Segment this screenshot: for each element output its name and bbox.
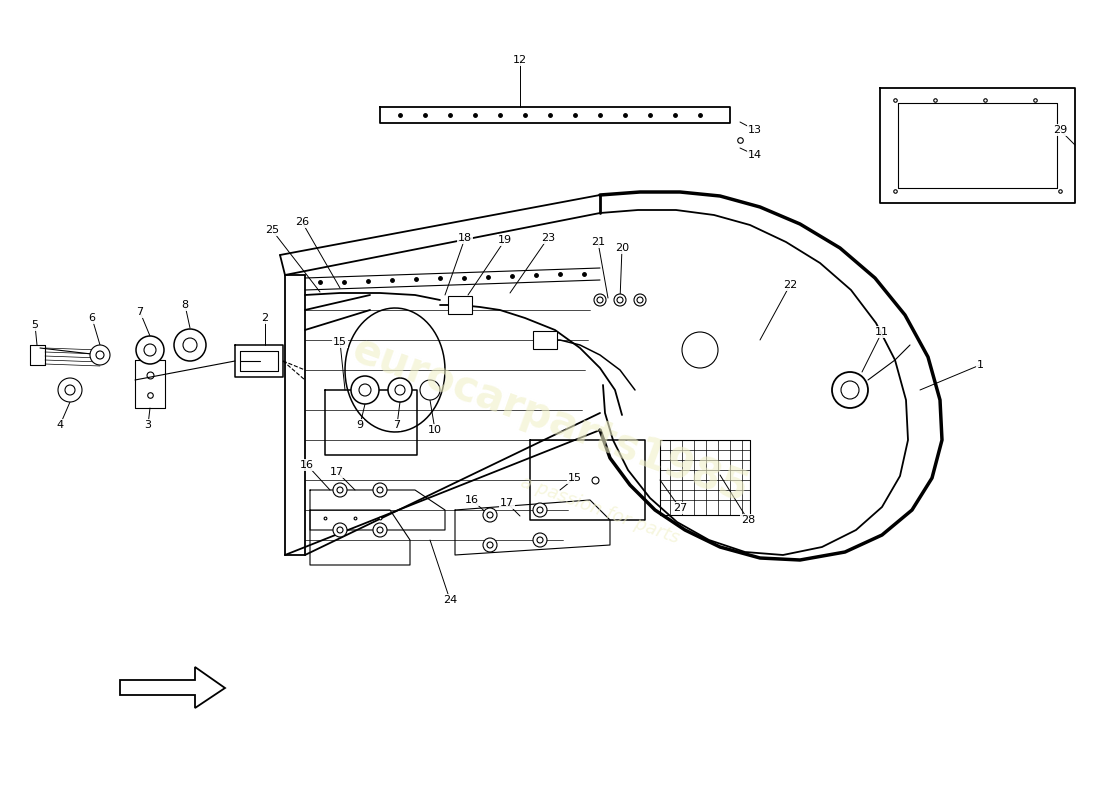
Text: 15: 15 xyxy=(333,337,346,347)
Text: eurocarparts1985: eurocarparts1985 xyxy=(346,329,754,511)
Text: 4: 4 xyxy=(56,420,64,430)
Circle shape xyxy=(351,376,380,404)
Text: 7: 7 xyxy=(394,420,400,430)
Text: 15: 15 xyxy=(568,473,582,483)
Circle shape xyxy=(373,483,387,497)
Text: 25: 25 xyxy=(265,225,279,235)
Text: 19: 19 xyxy=(498,235,513,245)
Text: 9: 9 xyxy=(356,420,364,430)
Circle shape xyxy=(359,384,371,396)
Text: 24: 24 xyxy=(443,595,458,605)
Text: 11: 11 xyxy=(874,327,889,337)
Text: 22: 22 xyxy=(783,280,798,290)
Text: 7: 7 xyxy=(136,307,144,317)
Bar xyxy=(534,331,557,349)
Circle shape xyxy=(594,294,606,306)
Circle shape xyxy=(537,507,543,513)
Text: 29: 29 xyxy=(1053,125,1067,135)
Text: 3: 3 xyxy=(144,420,152,430)
Circle shape xyxy=(617,297,623,303)
Text: 26: 26 xyxy=(295,217,309,227)
Text: 5: 5 xyxy=(32,320,39,330)
Circle shape xyxy=(420,380,440,400)
Text: 27: 27 xyxy=(673,503,688,513)
Text: 6: 6 xyxy=(88,313,96,323)
Circle shape xyxy=(333,523,346,537)
Text: 20: 20 xyxy=(615,243,629,253)
Circle shape xyxy=(487,542,493,548)
Circle shape xyxy=(483,538,497,552)
Circle shape xyxy=(337,487,343,493)
Circle shape xyxy=(90,345,110,365)
Circle shape xyxy=(614,294,626,306)
Circle shape xyxy=(534,533,547,547)
Text: 8: 8 xyxy=(182,300,188,310)
Circle shape xyxy=(377,487,383,493)
Circle shape xyxy=(537,537,543,543)
Circle shape xyxy=(842,381,859,399)
Circle shape xyxy=(96,351,104,359)
Text: 12: 12 xyxy=(513,55,527,65)
Circle shape xyxy=(832,372,868,408)
Text: 17: 17 xyxy=(330,467,344,477)
Circle shape xyxy=(65,385,75,395)
Circle shape xyxy=(144,344,156,356)
Bar xyxy=(448,296,472,314)
Circle shape xyxy=(682,332,718,368)
Circle shape xyxy=(483,508,497,522)
Text: 23: 23 xyxy=(541,233,556,243)
Text: 2: 2 xyxy=(262,313,268,323)
Polygon shape xyxy=(120,667,226,708)
Circle shape xyxy=(377,527,383,533)
Circle shape xyxy=(58,378,82,402)
Text: 21: 21 xyxy=(591,237,605,247)
Circle shape xyxy=(373,523,387,537)
Circle shape xyxy=(534,503,547,517)
Text: 28: 28 xyxy=(741,515,755,525)
Circle shape xyxy=(136,336,164,364)
Text: 16: 16 xyxy=(300,460,313,470)
Text: 14: 14 xyxy=(748,150,762,160)
Text: 10: 10 xyxy=(428,425,442,435)
Circle shape xyxy=(395,385,405,395)
Text: 17: 17 xyxy=(499,498,514,508)
Text: 1: 1 xyxy=(977,360,983,370)
Circle shape xyxy=(634,294,646,306)
Text: 13: 13 xyxy=(748,125,762,135)
Circle shape xyxy=(388,378,412,402)
Circle shape xyxy=(597,297,603,303)
Text: 16: 16 xyxy=(465,495,478,505)
Circle shape xyxy=(333,483,346,497)
Text: a passion for parts: a passion for parts xyxy=(518,473,682,547)
Circle shape xyxy=(174,329,206,361)
Circle shape xyxy=(637,297,644,303)
Circle shape xyxy=(337,527,343,533)
Circle shape xyxy=(487,512,493,518)
Text: 18: 18 xyxy=(458,233,472,243)
Circle shape xyxy=(183,338,197,352)
